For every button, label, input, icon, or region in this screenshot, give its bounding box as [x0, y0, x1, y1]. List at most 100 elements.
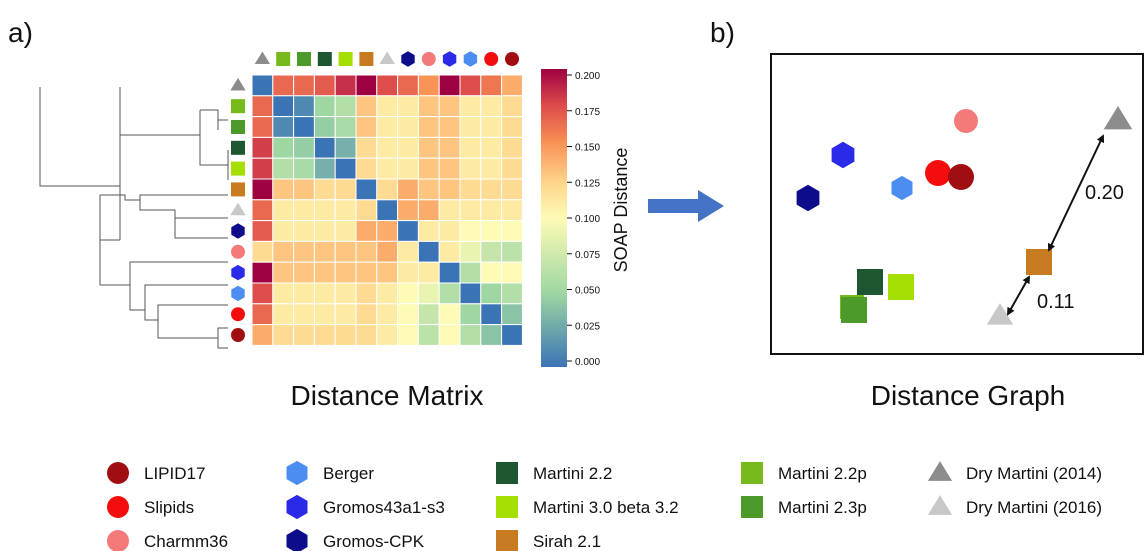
heatmap-cell	[355, 220, 378, 242]
legend-label-charmm36: Charmm36	[144, 532, 228, 551]
heatmap-cell	[480, 136, 503, 159]
heatmap-cell	[272, 74, 295, 97]
colorbar-tick-label: 0.175	[575, 107, 600, 118]
heatmap-cell	[272, 157, 295, 180]
row-icon-martini-2-2p	[231, 99, 245, 114]
colorbar-tick-label: 0.125	[575, 178, 600, 189]
legend-icon-dry-martini-2014	[927, 461, 953, 481]
col-icon-martini-3-0-beta-3-2	[338, 52, 353, 66]
heatmap-cell	[480, 74, 503, 97]
heatmap-cell	[355, 240, 378, 263]
heatmap-cell	[376, 261, 399, 284]
heatmap-cell	[417, 116, 440, 138]
legend-icon-charmm36	[107, 530, 129, 551]
legend-label-martini-2-2p: Martini 2.2p	[778, 464, 867, 483]
heatmap-cell	[417, 324, 440, 346]
heatmap-cell	[334, 282, 357, 305]
dendrogram-branch	[144, 304, 228, 321]
legend-icon-martini-3-0-beta-3-2	[496, 496, 518, 518]
heatmap-cell	[293, 95, 315, 118]
heatmap-cell	[459, 178, 482, 201]
col-icon-lipid17	[505, 52, 519, 66]
heatmap-cell	[334, 74, 357, 97]
legend-label-slipids: Slipids	[144, 498, 194, 517]
colorbar-tick-label: 0.200	[575, 71, 600, 82]
heatmap-cell	[459, 261, 482, 284]
dendrogram-branch	[139, 194, 228, 200]
heatmap-cell	[438, 116, 461, 138]
heatmap-cell	[251, 116, 274, 138]
heatmap-cell	[417, 178, 440, 201]
heatmap-cell	[397, 220, 419, 242]
heatmap-cell	[334, 261, 357, 284]
heatmap-cell	[293, 116, 315, 138]
dendrogram-branch	[217, 338, 228, 349]
col-icon-dry-martini-2014	[254, 51, 271, 65]
graph-nodes	[796, 105, 1133, 325]
heatmap-cell	[459, 220, 482, 242]
edge-upper-label: 0.20	[1085, 182, 1124, 204]
heatmap-cell	[438, 282, 461, 305]
dendrogram-branch	[174, 210, 228, 239]
col-icons	[254, 51, 519, 67]
heatmap-cell	[355, 324, 378, 346]
heatmap-cell	[293, 157, 315, 180]
heatmap-cell	[501, 178, 523, 201]
heatmap-cell	[251, 74, 274, 97]
graph-node-lipid17	[948, 164, 974, 190]
heatmap-cell	[459, 240, 482, 263]
heatmap-cell	[417, 136, 440, 159]
heatmap-cell	[251, 199, 274, 222]
heatmap	[251, 74, 523, 346]
heatmap-cell	[459, 282, 482, 305]
heatmap-cell	[334, 303, 357, 326]
dendrogram-branch	[157, 320, 228, 339]
col-icon-martini-2-2	[317, 52, 332, 66]
heatmap-cell	[272, 95, 295, 118]
heatmap-cell	[313, 116, 336, 138]
heatmap-cell	[251, 178, 274, 201]
heatmap-cell	[417, 282, 440, 305]
graph-node-dry-martini-2014	[1103, 105, 1133, 130]
dendrogram-branch	[100, 261, 228, 286]
heatmap-cell	[251, 303, 274, 326]
heatmap-cell	[397, 136, 419, 159]
heatmap-cell	[501, 116, 523, 138]
heatmap-cell	[376, 282, 399, 305]
heatmap-cell	[334, 157, 357, 180]
heatmap-cell	[501, 220, 523, 242]
row-icon-gromos-cpk	[231, 223, 245, 239]
heatmap-cell	[272, 178, 295, 201]
row-icon-slipids	[231, 307, 245, 322]
heatmap-cell	[313, 240, 336, 263]
heatmap-cell	[501, 95, 523, 118]
row-icon-gromos43a1-s3	[231, 264, 245, 281]
heatmap-cell	[501, 282, 523, 305]
heatmap-cell	[438, 136, 461, 159]
heatmap-cell	[438, 261, 461, 284]
heatmap-cell	[417, 74, 440, 97]
row-icon-lipid17	[231, 328, 245, 342]
heatmap-cell	[438, 95, 461, 118]
row-icon-martini-2-2	[231, 140, 245, 155]
graph-node-charmm36	[954, 109, 978, 133]
col-icon-slipids	[484, 52, 499, 66]
heatmap-cell	[376, 178, 399, 201]
heatmap-cell	[355, 199, 378, 222]
graph-node-dry-martini-2016	[986, 303, 1014, 325]
legend-icon-martini-2-2	[496, 462, 518, 484]
heatmap-cell	[313, 303, 336, 326]
legend-label-martini-3-0-beta-3-2: Martini 3.0 beta 3.2	[533, 498, 679, 517]
legend-icon-gromos43a1-s3	[286, 494, 308, 520]
heatmap-cell	[459, 95, 482, 118]
heatmap-cell	[438, 74, 461, 97]
colorbar: 0.000 0.025 0.050 0.075 0.100 0.125 0.150 0.175…	[541, 69, 600, 368]
heatmap-cell	[334, 95, 357, 118]
legend-icon-martini-2-2p	[741, 462, 763, 484]
heatmap-cell	[313, 136, 336, 159]
panel-b-caption: Distance Graph	[871, 380, 1066, 411]
heatmap-cell	[417, 157, 440, 180]
row-icon-dry-martini-2016	[230, 202, 246, 216]
heatmap-cell	[355, 116, 378, 138]
heatmap-cell	[355, 136, 378, 159]
